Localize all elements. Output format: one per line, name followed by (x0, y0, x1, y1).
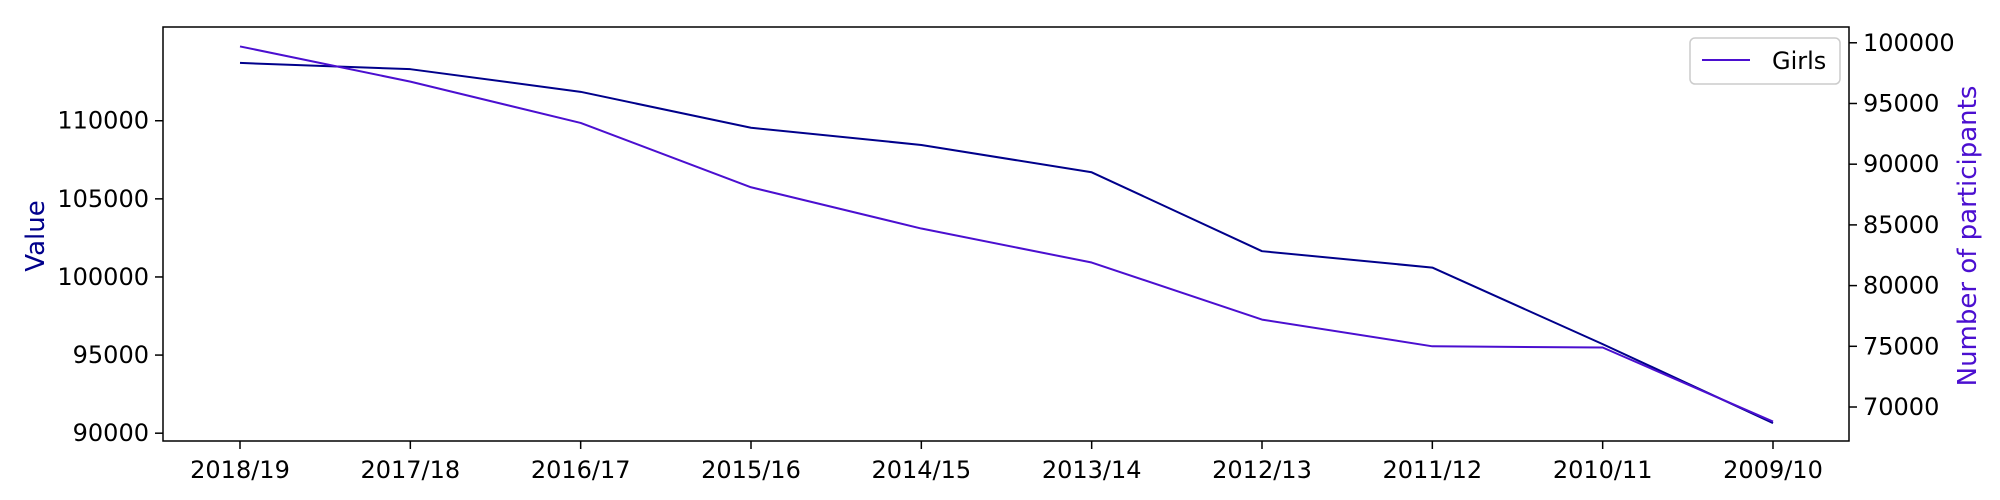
y-tick-label-right: 95000 (1863, 89, 1939, 117)
y-tick-label-right: 75000 (1863, 332, 1939, 360)
x-tick-label: 2009/10 (1723, 456, 1823, 484)
y-tick-label-right: 70000 (1863, 393, 1939, 421)
x-tick-label: 2018/19 (190, 456, 290, 484)
y-tick-label-right: 90000 (1863, 150, 1939, 178)
y-tick-label-right: 85000 (1863, 211, 1939, 239)
legend-box (1689, 37, 1841, 85)
series-line-value (239, 61, 1774, 424)
y-tick-label-left: 105000 (57, 185, 149, 213)
x-tick-label: 2011/12 (1382, 456, 1482, 484)
x-tick-label: 2012/13 (1212, 456, 1312, 484)
legend-label-girls: Girls (1772, 47, 1826, 75)
x-tick-label: 2014/15 (871, 456, 971, 484)
y-tick-label-left: 100000 (57, 263, 149, 291)
y-tick-label-left: 95000 (73, 341, 149, 369)
y-tick-label-right: 100000 (1863, 29, 1955, 57)
y-axis-label-right: Number of participants (1953, 86, 1983, 387)
plot-area (162, 26, 1850, 442)
x-tick-label: 2016/17 (531, 456, 631, 484)
y-tick-label-left: 110000 (57, 107, 149, 135)
x-tick-label: 2015/16 (701, 456, 801, 484)
y-tick-label-left: 90000 (73, 419, 149, 447)
x-tick-label: 2017/18 (360, 456, 460, 484)
legend: Girls (1689, 37, 1841, 85)
x-tick-label: 2010/11 (1553, 456, 1653, 484)
x-tick-label: 2013/14 (1042, 456, 1142, 484)
series-line-girls (239, 45, 1774, 423)
y-tick-label-right: 80000 (1863, 272, 1939, 300)
y-axis-label-left: Value (21, 200, 51, 271)
